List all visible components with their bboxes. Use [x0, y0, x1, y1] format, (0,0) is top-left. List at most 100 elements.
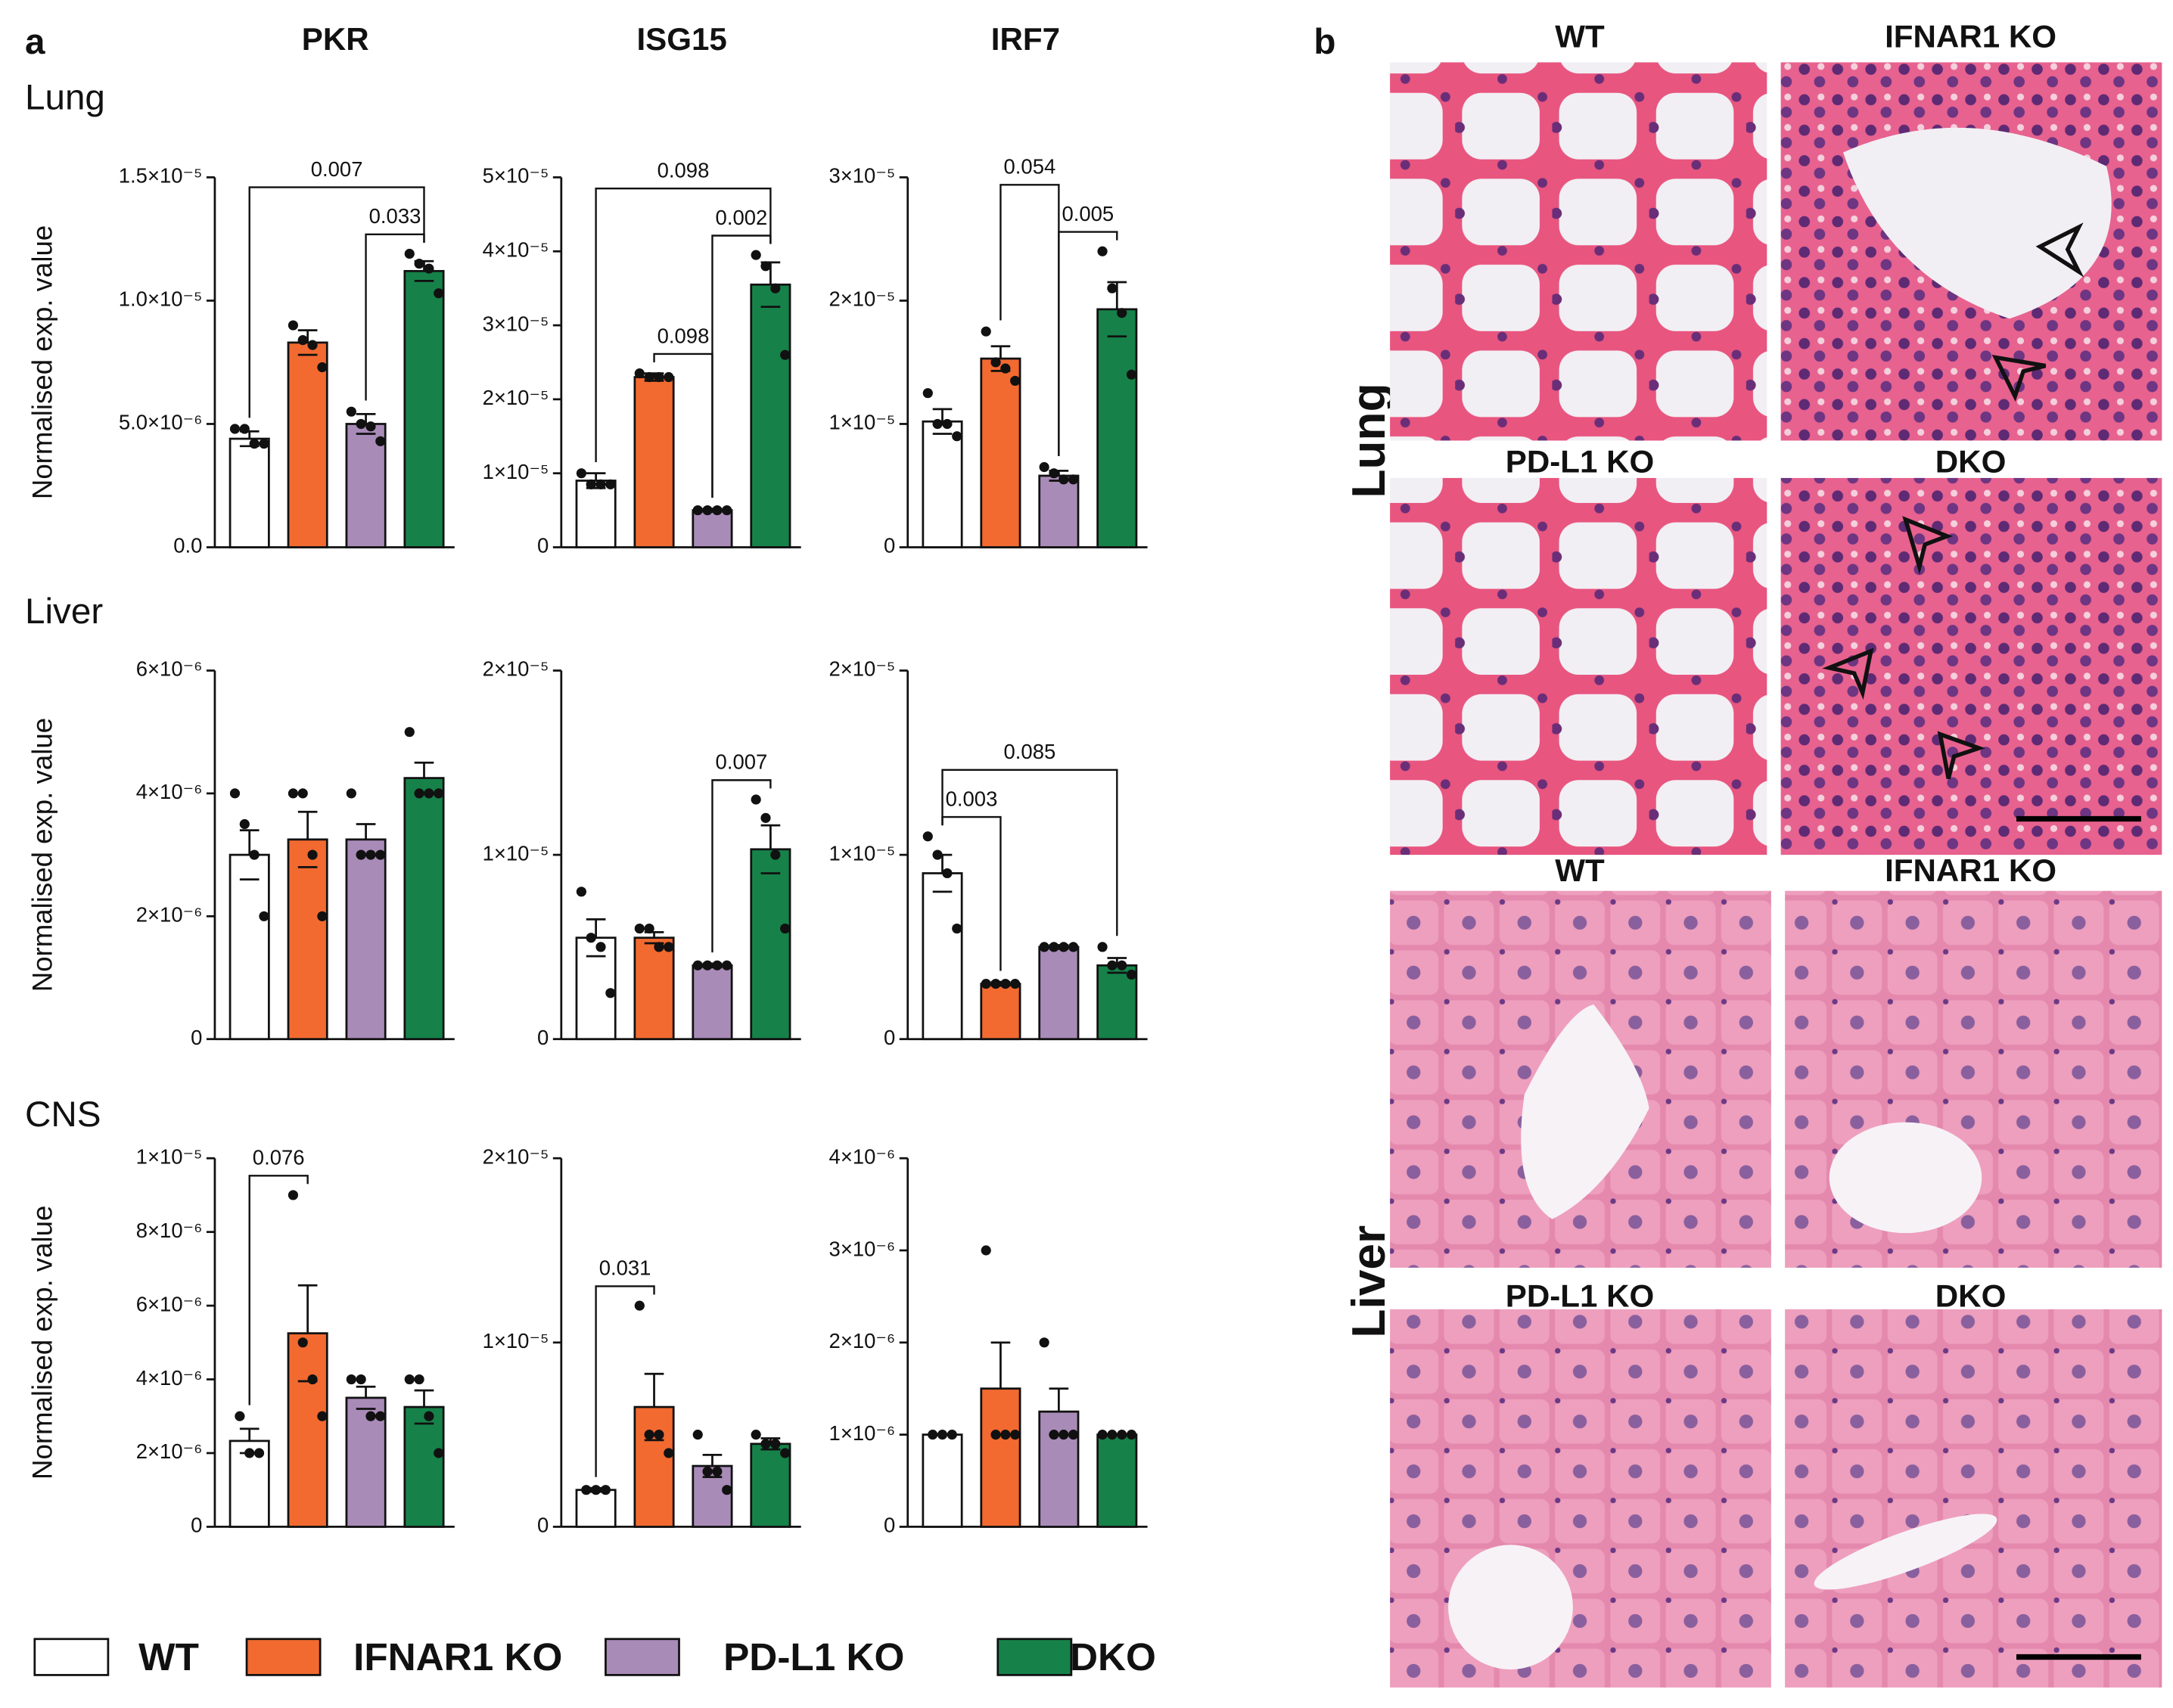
data-point — [1126, 969, 1137, 980]
data-point — [288, 320, 299, 331]
bar — [750, 283, 791, 548]
micrograph-title: DKO — [1935, 1278, 2007, 1313]
vessel — [1814, 1514, 1997, 1590]
data-point — [644, 923, 654, 934]
panel-label: b — [1313, 22, 1335, 62]
data-point — [586, 933, 596, 943]
column-title: ISG15 — [636, 21, 726, 57]
data-point — [605, 479, 616, 489]
data-point — [780, 349, 791, 360]
micrograph-title: WT — [1555, 18, 1605, 54]
column-title: IRF7 — [991, 21, 1060, 57]
data-point — [424, 263, 434, 274]
legend-swatch — [605, 1638, 680, 1676]
legend-swatch — [245, 1638, 322, 1676]
data-point — [404, 1374, 415, 1385]
data-point — [942, 418, 953, 430]
row-label: Lung — [25, 77, 105, 117]
legend-label: WT — [138, 1635, 199, 1678]
histology — [1390, 62, 2162, 1688]
bar — [692, 509, 733, 548]
micrograph — [1785, 1309, 2162, 1688]
data-point — [239, 424, 250, 434]
y-tick-label: 0 — [884, 1026, 895, 1049]
data-point — [722, 505, 732, 516]
data-point — [317, 362, 328, 373]
y-tick-label: 8×10⁻⁶ — [136, 1219, 203, 1242]
bar — [1038, 1410, 1080, 1528]
data-point — [356, 418, 366, 430]
data-point — [259, 438, 269, 449]
data-point — [922, 831, 933, 842]
bar — [403, 269, 445, 548]
y-tick-label: 2×10⁻⁵ — [828, 657, 895, 681]
micrograph-title: DKO — [1935, 444, 2007, 480]
micrograph-title: PD-L1 KO — [1506, 444, 1655, 480]
p-value: 0.033 — [369, 204, 421, 228]
y-tick-label: 0 — [537, 1026, 549, 1049]
data-point — [770, 1439, 781, 1449]
data-point — [229, 788, 241, 799]
y-tick-label: 5×10⁻⁵ — [483, 164, 549, 188]
data-point — [1097, 942, 1108, 952]
vessel — [1521, 1004, 1649, 1219]
data-point — [297, 335, 308, 346]
data-point — [932, 418, 943, 430]
data-point — [375, 849, 386, 860]
data-point — [297, 1337, 308, 1348]
data-point — [1097, 246, 1108, 256]
p-value: 0.076 — [253, 1146, 305, 1169]
p-value: 0.003 — [946, 787, 998, 810]
data-point — [307, 1374, 318, 1385]
data-point — [654, 942, 664, 952]
data-point — [605, 988, 616, 998]
y-tick-label: 0.0 — [173, 534, 202, 557]
data-point — [634, 368, 645, 379]
data-point — [239, 818, 250, 830]
data-point — [634, 923, 645, 934]
y-tick-label: 1.0×10⁻⁵ — [119, 287, 203, 311]
data-point — [414, 258, 424, 269]
y-tick-label: 2×10⁻⁵ — [828, 287, 895, 311]
data-point — [424, 788, 434, 799]
data-point — [244, 1448, 255, 1458]
data-point — [990, 979, 1001, 989]
data-point — [414, 788, 424, 799]
data-point — [664, 371, 674, 383]
data-point — [235, 1411, 245, 1421]
data-point — [780, 1448, 791, 1458]
significance-bracket — [595, 188, 772, 463]
bar — [403, 1405, 445, 1528]
data-point — [722, 1485, 732, 1495]
data-point — [990, 357, 1001, 368]
y-tick-label: 4×10⁻⁶ — [829, 1144, 896, 1168]
data-point — [981, 326, 991, 337]
micrograph-title: IFNAR1 KO — [1885, 852, 2056, 888]
column-title: PKR — [302, 21, 369, 57]
data-point — [1117, 960, 1127, 970]
significance-bracket — [595, 1285, 655, 1477]
y-axis-label: Normalised exp. value — [26, 225, 58, 499]
data-point — [712, 505, 723, 516]
data-point — [634, 1300, 645, 1311]
data-point — [1068, 1430, 1079, 1440]
data-point — [1010, 979, 1021, 989]
data-point — [654, 1430, 664, 1440]
bar — [922, 1433, 963, 1528]
y-axis-label: Normalised exp. value — [26, 1206, 58, 1480]
arrowhead — [1822, 516, 1985, 780]
significance-bracket — [248, 186, 425, 418]
data-point — [1097, 1430, 1108, 1440]
data-point — [644, 371, 654, 383]
legend-swatch — [33, 1638, 110, 1676]
y-tick-label: 1×10⁻⁵ — [828, 841, 895, 865]
data-point — [581, 1485, 592, 1495]
data-point — [751, 794, 761, 805]
data-point — [1059, 942, 1069, 952]
data-point — [1126, 369, 1137, 380]
micrograph — [1390, 62, 1767, 441]
y-tick-label: 0 — [191, 1514, 202, 1537]
data-point — [952, 923, 962, 934]
y-tick-label: 1.5×10⁻⁵ — [119, 164, 203, 188]
